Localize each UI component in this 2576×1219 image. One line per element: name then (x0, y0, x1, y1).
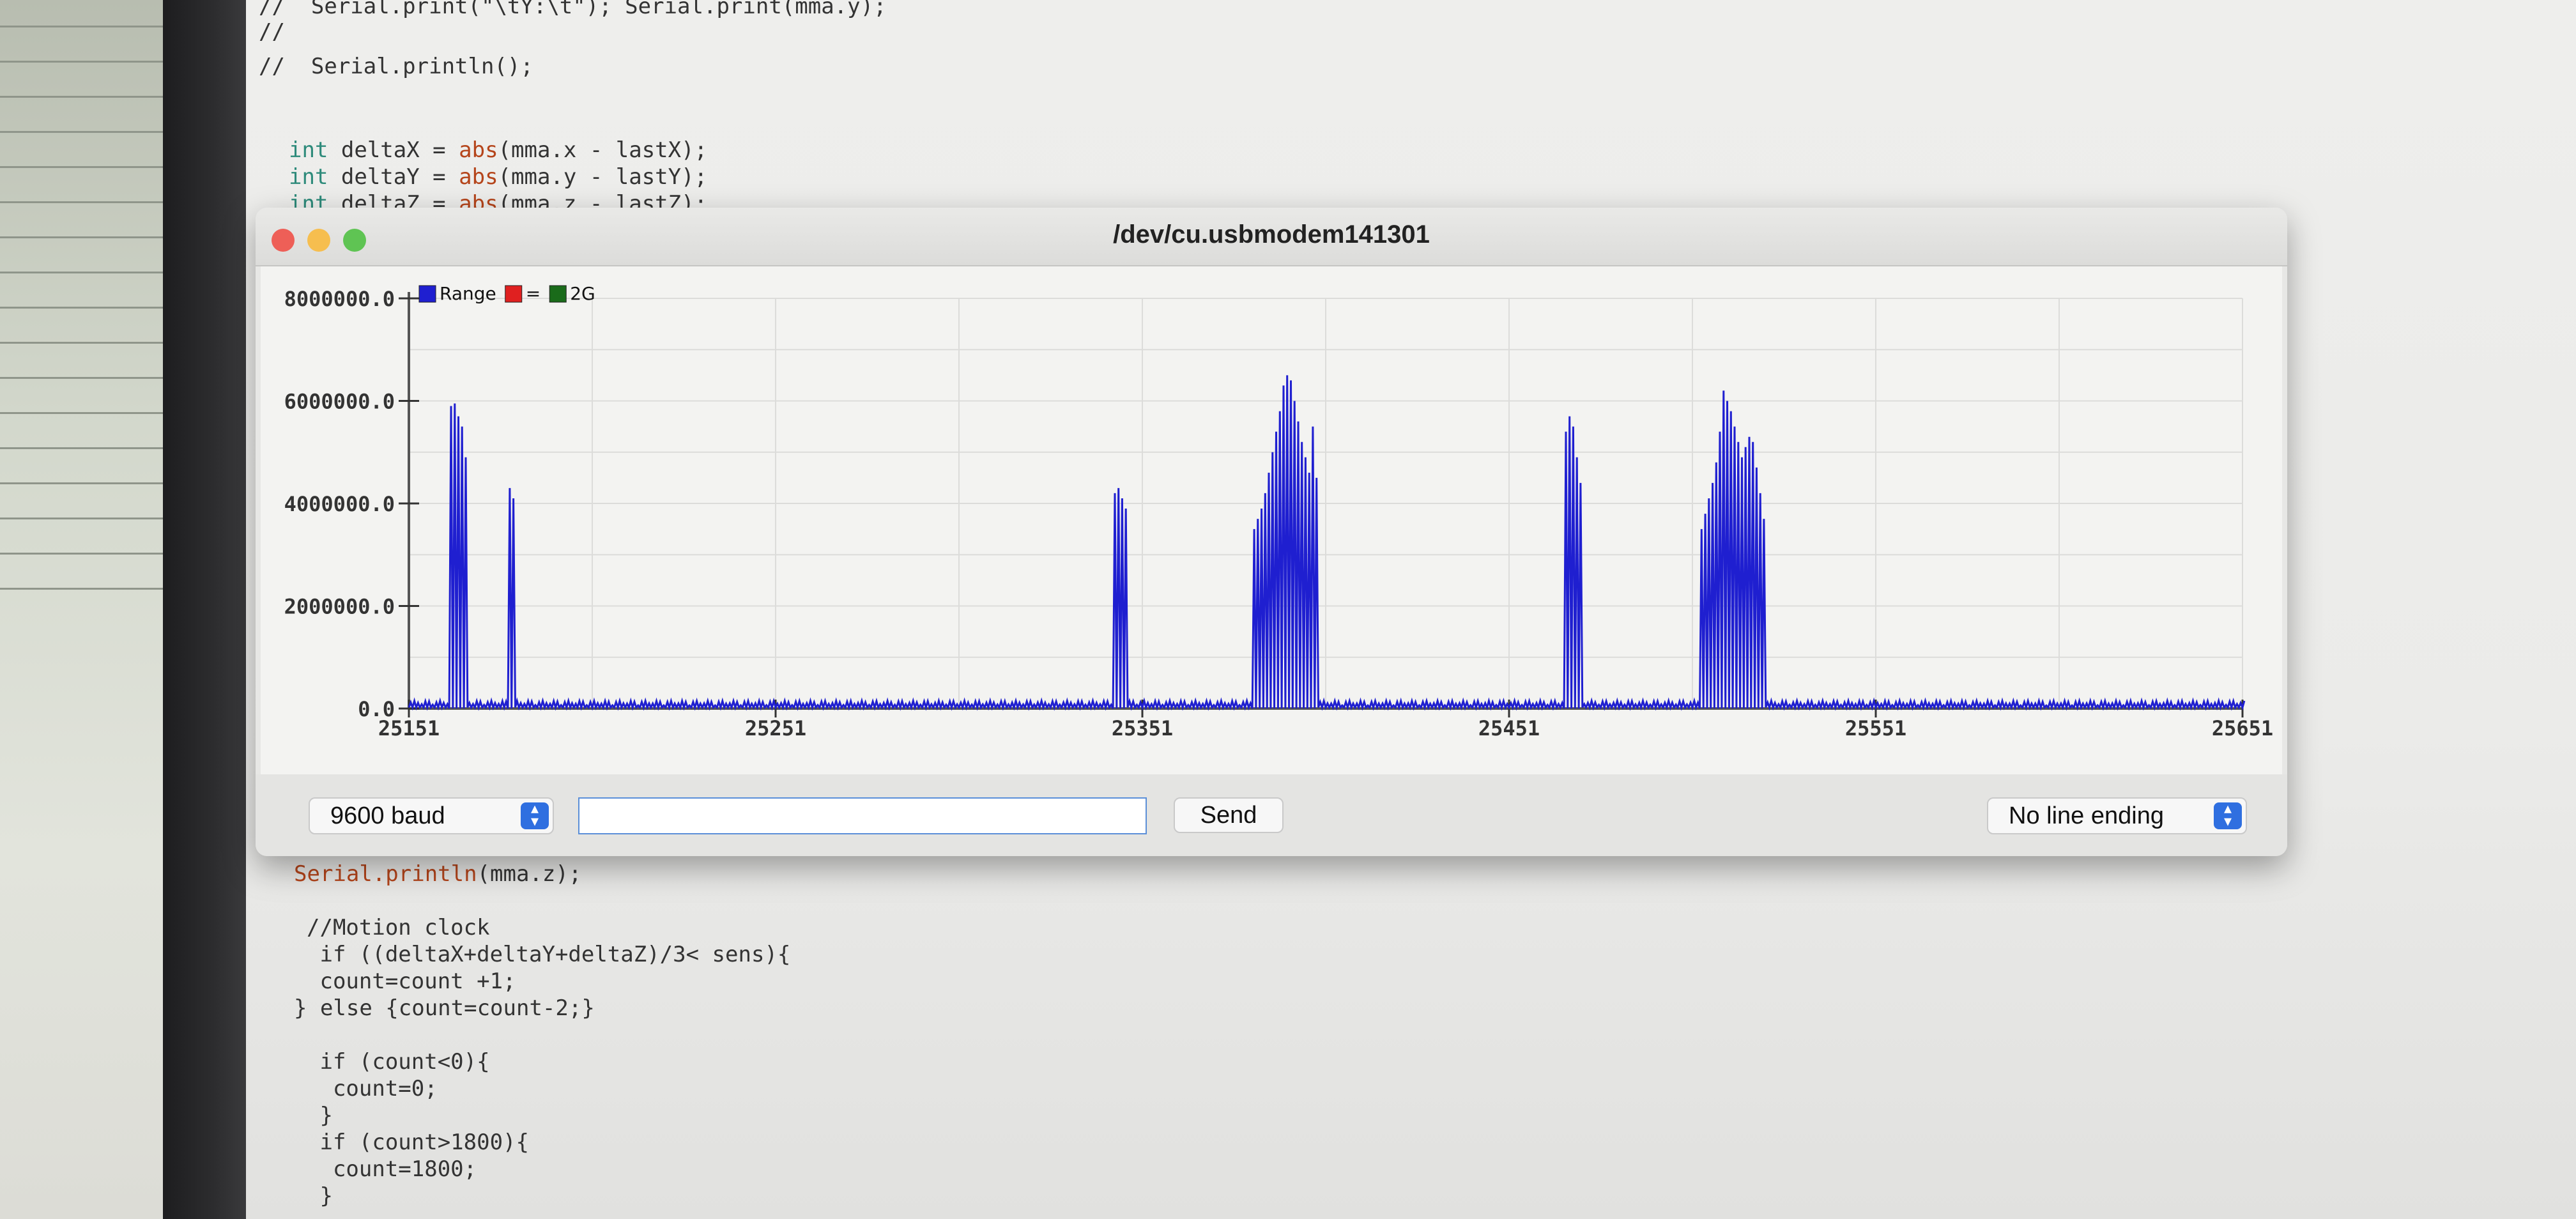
legend-label: 2G (570, 283, 595, 304)
code-line: } else {count=count-2;} (294, 995, 595, 1021)
plot-area: 0.0 2000000.0 4000000.0 6000000.0 8000000.0 … (261, 266, 2282, 774)
x-tick-label: 25551 (1845, 716, 1906, 740)
legend-label: = (526, 283, 540, 304)
code-line: int deltaX = abs(mma.x - lastX); (289, 137, 708, 163)
y-axis-ticks: 0.0 2000000.0 4000000.0 6000000.0 8000000.0 (284, 287, 419, 721)
y-tick-label: 6000000.0 (284, 390, 395, 414)
baud-rate-select[interactable]: 9600 baud ▴ ▾ (309, 797, 554, 834)
serial-plotter-window: /dev/cu.usbmodem141301 0.0 2000000.0 40000… (256, 208, 2287, 856)
y-tick-label: 2000000.0 (284, 595, 395, 619)
code-line: if (count<0){ (307, 1049, 490, 1075)
monitor-bezel (163, 0, 246, 1219)
code-line: // (259, 19, 285, 45)
legend-swatch (549, 285, 567, 303)
code-line: count=0; (307, 1076, 438, 1101)
close-button[interactable] (272, 229, 295, 252)
zoom-button[interactable] (343, 229, 366, 252)
y-tick-label: 0.0 (358, 697, 395, 721)
line-ending-select[interactable]: No line ending ▴ ▾ (1987, 797, 2247, 834)
grid (408, 298, 2243, 709)
code-line: //Motion clock (307, 915, 490, 940)
x-tick-label: 25451 (1478, 716, 1540, 740)
baud-rate-value: 9600 baud (330, 802, 445, 829)
code-line: } (307, 1103, 333, 1128)
code-line: } (307, 1183, 333, 1209)
send-input[interactable] (578, 797, 1147, 834)
code-line: Serial.println(mma.z); (294, 861, 582, 887)
y-tick-label: 8000000.0 (284, 287, 395, 311)
series (408, 375, 2246, 711)
chart: 0.02000000.04000000.06000000.08000000.0 … (284, 283, 2274, 740)
window-title: /dev/cu.usbmodem141301 (1113, 220, 1430, 249)
code-line: // Serial.print("\tY:\t"); Serial.print(… (259, 0, 887, 19)
x-tick-label: 25251 (745, 716, 806, 740)
legend-label: Range (440, 283, 496, 304)
legend-swatch (418, 285, 436, 303)
chevron-updown-icon: ▴ ▾ (2214, 801, 2242, 829)
code-line: if ((deltaX+deltaY+deltaZ)/3< sens){ (307, 942, 791, 967)
code-line: // Serial.println(); (259, 54, 533, 79)
control-bar: 9600 baud ▴ ▾ Send No line ending ▴ ▾ (256, 774, 2287, 856)
line-ending-value: No line ending (2009, 802, 2164, 829)
code-line: count=count +1; (307, 969, 516, 994)
code-line: int deltaY = abs(mma.y - lastY); (289, 164, 708, 190)
series-line (408, 375, 2246, 711)
minimize-button[interactable] (307, 229, 330, 252)
chevron-updown-icon: ▴ ▾ (521, 801, 549, 829)
send-button[interactable]: Send (1174, 797, 1284, 833)
code-line: count=1800; (307, 1156, 477, 1182)
x-axis-ticks: 25151 25251 25351 25451 25551 25651 (378, 700, 2273, 740)
x-tick-label: 25351 (1112, 716, 1173, 740)
title-bar[interactable]: /dev/cu.usbmodem141301 (256, 208, 2287, 266)
x-tick-label: 25651 (2212, 716, 2273, 740)
code-line: if (count>1800){ (307, 1130, 529, 1155)
legend-swatch (505, 285, 523, 303)
x-tick-label: 25151 (378, 716, 440, 740)
legend: Range = 2G (418, 283, 595, 304)
y-tick-label: 4000000.0 (284, 492, 395, 516)
